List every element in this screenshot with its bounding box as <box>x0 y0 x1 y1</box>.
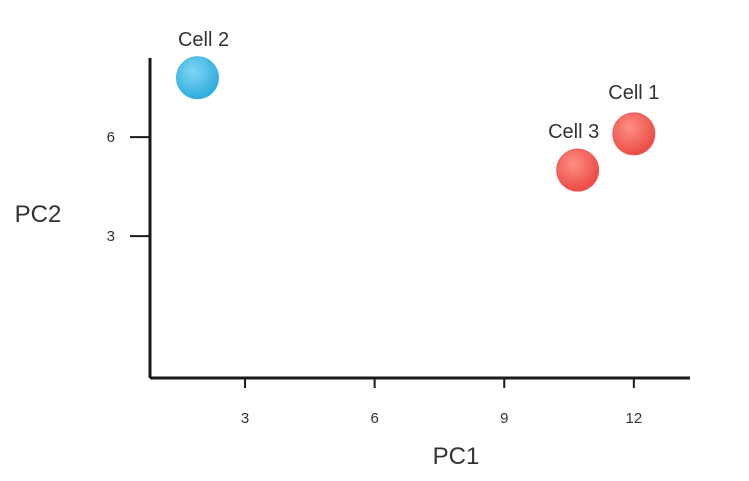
axes <box>148 58 690 380</box>
ticks: 3 6 9 12 3 6 <box>107 129 643 427</box>
y-tick-label: 3 <box>107 228 115 245</box>
x-axis-label: PC1 <box>433 443 480 470</box>
cell-1-label: Cell 1 <box>608 82 659 104</box>
x-tick-label: 12 <box>625 410 642 427</box>
x-tick-label: 9 <box>500 410 508 427</box>
y-axis-label: PC2 <box>15 201 62 228</box>
cell-2-point <box>176 56 220 100</box>
y-tick-label: 6 <box>107 129 115 146</box>
cell-1-point <box>612 112 656 156</box>
cell-3-point <box>556 148 600 192</box>
cell-3-label: Cell 3 <box>548 121 599 143</box>
x-tick-label: 3 <box>241 410 249 427</box>
cell-2-label: Cell 2 <box>178 29 229 51</box>
data-points: Cell 2 Cell 1 Cell 3 <box>176 29 659 192</box>
x-tick-label: 6 <box>370 410 378 427</box>
